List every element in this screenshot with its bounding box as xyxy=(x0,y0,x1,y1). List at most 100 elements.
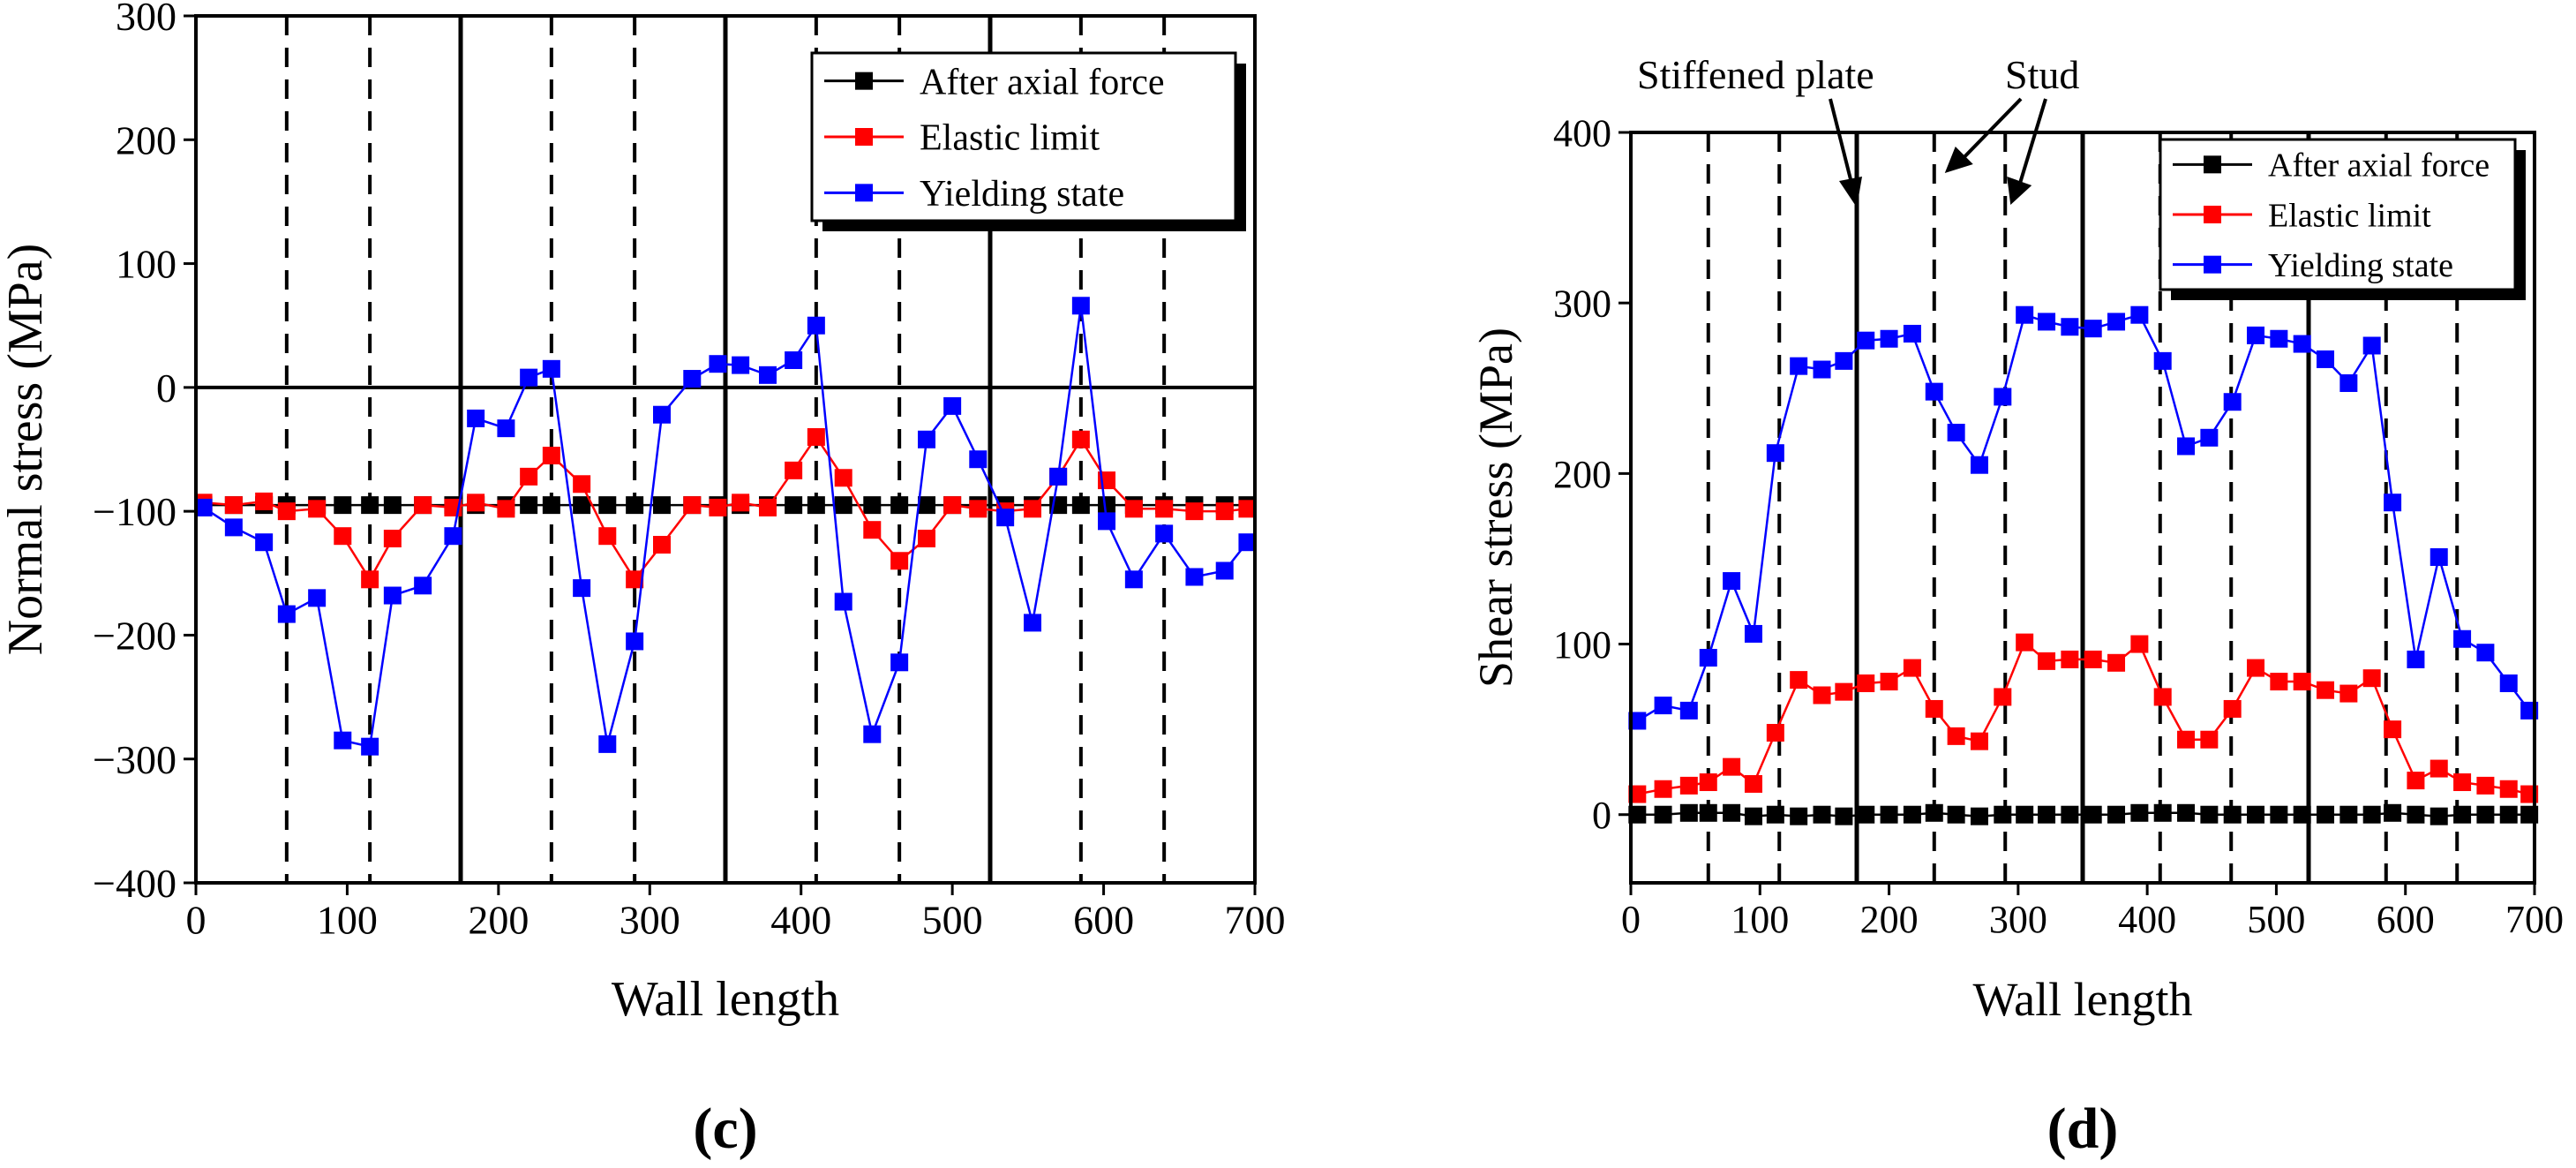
panel-d-data-point-2 xyxy=(1723,572,1741,591)
panel-c-data-point-1 xyxy=(1185,502,1204,521)
panel-d-data-point-0 xyxy=(1744,807,1762,825)
panel-c-data-point-1 xyxy=(785,461,803,479)
panel-d-data-point-2 xyxy=(1654,697,1672,715)
panel-c-data-point-2 xyxy=(598,735,617,753)
panel-d-data-point-1 xyxy=(1723,757,1741,776)
panel-c-data-point-2 xyxy=(277,605,296,623)
panel-d-y-tick-label: 0 xyxy=(1592,794,1611,837)
panel-c-data-point-0 xyxy=(361,496,379,515)
panel-c-data-point-2 xyxy=(224,518,243,537)
panel-d-x-tick-label: 200 xyxy=(1860,898,1919,941)
panel-d-data-point-0 xyxy=(1654,805,1672,824)
panel-c-data-point-1 xyxy=(834,469,852,487)
panel-c-data-point-1 xyxy=(1155,500,1174,518)
panel-d-data-point-0 xyxy=(2430,807,2448,825)
panel-d-data-point-0 xyxy=(1766,805,1784,824)
panel-d-x-tick-label: 100 xyxy=(1731,898,1789,941)
panel-d-data-point-2 xyxy=(2362,336,2381,355)
panel-d-data-point-1 xyxy=(2130,635,2149,653)
panel-d-data-point-1 xyxy=(1925,699,1943,718)
panel-d-data-point-1 xyxy=(2061,650,2079,668)
panel-d-legend-swatch-marker xyxy=(2204,255,2221,274)
panel-d-data-point-1 xyxy=(2084,650,2102,668)
panel-c-data-point-1 xyxy=(467,494,485,512)
panel-d-data-point-0 xyxy=(2407,805,2425,824)
panel-c-data-point-2 xyxy=(1098,512,1115,531)
panel-c-data-point-2 xyxy=(943,396,962,415)
panel-c-y-tick-label: 300 xyxy=(116,0,176,39)
panel-d-data-point-1 xyxy=(2293,673,2311,691)
panel-c-data-point-2 xyxy=(444,527,462,546)
panel-d-legend-label: Yielding state xyxy=(2268,247,2453,284)
panel-c-data-point-1 xyxy=(918,530,935,548)
panel-c-legend-label: After axial force xyxy=(920,62,1165,102)
panel-d-data-point-2 xyxy=(2130,305,2149,324)
panel-c-data-point-1 xyxy=(383,530,402,548)
panel-c-data-point-2 xyxy=(1238,533,1257,552)
panel-d-data-point-1 xyxy=(1857,674,1875,692)
panel-d-data-point-2 xyxy=(1813,360,1831,379)
panel-c-data-point-2 xyxy=(683,370,702,388)
panel-d-data-point-1 xyxy=(2339,684,2358,703)
panel-c-data-point-2 xyxy=(414,576,432,595)
panel-d-data-point-0 xyxy=(1699,803,1717,822)
panel-c-data-point-2 xyxy=(1185,568,1204,586)
panel-c-data-point-2 xyxy=(807,316,825,335)
panel-c-data-point-2 xyxy=(255,533,274,552)
panel-d-data-point-2 xyxy=(2499,674,2518,692)
panel-c-x-tick-label: 600 xyxy=(1073,898,1134,943)
panel-c-data-point-1 xyxy=(890,552,909,570)
panel-c-y-axis-label: Normal stress (MPa) xyxy=(0,244,53,656)
panel-c-data-point-2 xyxy=(1024,614,1041,632)
panel-c-data-point-0 xyxy=(890,496,909,515)
panel-c-data-point-0 xyxy=(653,496,671,515)
panel-c-data-point-2 xyxy=(573,579,591,598)
panel-d-data-point-2 xyxy=(2453,629,2472,648)
panel-c-data-point-2 xyxy=(334,731,352,750)
panel-c-data-point-2 xyxy=(785,350,803,369)
panel-d-data-point-0 xyxy=(1925,803,1943,822)
panel-c-legend-swatch-marker xyxy=(855,184,873,202)
panel-d-data-point-2 xyxy=(1994,388,2012,406)
panel-c-data-point-1 xyxy=(542,447,560,465)
panel-d-data-point-0 xyxy=(1628,805,1647,824)
panel-d-data-point-0 xyxy=(2223,805,2242,824)
panel-d-data-point-0 xyxy=(2453,805,2472,824)
panel-d-y-tick-label: 300 xyxy=(1553,283,1611,326)
panel-d-data-point-1 xyxy=(2270,673,2288,691)
panel-c-data-point-0 xyxy=(1071,496,1090,515)
panel-c-data-point-2 xyxy=(542,359,560,378)
panel-d-data-point-1 xyxy=(2362,669,2381,688)
panel-d-data-point-2 xyxy=(2153,351,2172,370)
panel-d-data-point-2 xyxy=(1903,324,1921,343)
panel-c-y-tick-label: −400 xyxy=(93,861,176,906)
panel-c-data-point-0 xyxy=(785,496,803,515)
panel-d-data-point-2 xyxy=(2200,428,2219,447)
panel-c-data-point-2 xyxy=(467,409,485,427)
panel-d-data-point-2 xyxy=(2407,650,2425,668)
panel-c-data-point-0 xyxy=(598,496,617,515)
panel-d-data-point-1 xyxy=(1813,686,1831,705)
panel-c-data-point-2 xyxy=(834,592,852,611)
panel-c-data-point-1 xyxy=(759,498,777,516)
panel-d-data-point-1 xyxy=(1790,671,1808,689)
panel-c-data-point-1 xyxy=(1071,430,1090,448)
chart-panel-c: 0 100 200 300 400 500 600 700 −400 −300 −200 −100 0 1… xyxy=(0,0,1286,1161)
panel-c-data-point-2 xyxy=(918,430,935,448)
panel-c-data-point-1 xyxy=(255,492,274,510)
panel-d-data-point-1 xyxy=(2038,652,2056,670)
panel-d-data-point-2 xyxy=(2177,437,2196,456)
panel-c-data-point-1 xyxy=(626,570,644,589)
panel-c-data-point-0 xyxy=(542,496,560,515)
panel-d-data-point-1 xyxy=(2016,633,2034,652)
panel-d-data-point-1 xyxy=(1903,659,1921,677)
panel-c-data-point-0 xyxy=(863,496,882,515)
panel-d-data-point-0 xyxy=(2016,805,2034,824)
panel-d-data-point-1 xyxy=(2317,681,2335,699)
panel-c-x-tick-label: 300 xyxy=(620,898,680,943)
panel-c-data-point-2 xyxy=(1071,297,1090,315)
panel-d-data-point-0 xyxy=(2339,805,2358,824)
panel-d-data-point-1 xyxy=(2107,653,2126,672)
panel-c-data-point-2 xyxy=(863,725,882,743)
